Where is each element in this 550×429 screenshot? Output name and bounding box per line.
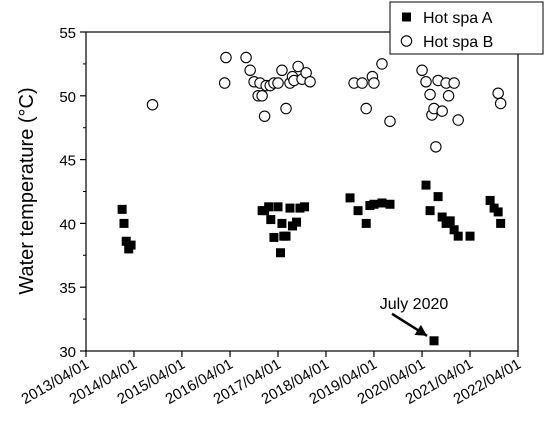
point-hot-spa-a bbox=[264, 202, 274, 212]
point-hot-spa-b bbox=[360, 102, 372, 115]
legend-label: Hot spa A bbox=[423, 10, 493, 27]
point-hot-spa-b bbox=[376, 58, 388, 70]
point-hot-spa-a bbox=[496, 218, 506, 228]
point-hot-spa-b bbox=[356, 77, 368, 89]
point-hot-spa-b bbox=[442, 90, 455, 102]
point-hot-spa-a bbox=[300, 202, 310, 212]
legend-marker-hot-spa-a bbox=[402, 12, 411, 22]
point-hot-spa-a bbox=[285, 203, 295, 213]
point-hot-spa-a bbox=[449, 225, 459, 235]
x-axis: 2013/04/012014/04/012015/04/012016/04/01… bbox=[18, 351, 524, 408]
point-hot-spa-a bbox=[421, 180, 431, 190]
point-hot-spa-a bbox=[437, 212, 447, 222]
legend-label: Hot spa B bbox=[423, 34, 493, 51]
point-hot-spa-a bbox=[295, 203, 305, 213]
annotation-label: July 2020 bbox=[380, 296, 449, 313]
point-hot-spa-a bbox=[493, 207, 503, 217]
y-tick-label: 40 bbox=[59, 216, 76, 233]
point-hot-spa-b bbox=[368, 77, 380, 89]
y-tick-label: 50 bbox=[59, 89, 76, 106]
point-hot-spa-b bbox=[276, 64, 288, 77]
point-hot-spa-a bbox=[485, 195, 495, 205]
point-hot-spa-a bbox=[126, 240, 136, 250]
point-hot-spa-b bbox=[448, 77, 460, 89]
point-hot-spa-a bbox=[269, 232, 279, 242]
point-hot-spa-b bbox=[436, 105, 448, 117]
point-hot-spa-a bbox=[465, 231, 475, 241]
point-hot-spa-b bbox=[384, 115, 396, 128]
point-hot-spa-b bbox=[218, 77, 231, 89]
point-hot-spa-b bbox=[304, 76, 316, 88]
point-hot-spa-a bbox=[276, 248, 286, 258]
legend: Hot spa A Hot spa B bbox=[389, 1, 544, 55]
point-hot-spa-b bbox=[424, 88, 436, 101]
annotation: July 2020 bbox=[380, 296, 449, 337]
point-hot-spa-a bbox=[273, 202, 283, 212]
point-hot-spa-b bbox=[452, 114, 464, 126]
y-tick-label: 30 bbox=[59, 344, 76, 361]
point-hot-spa-a bbox=[385, 199, 395, 209]
point-hot-spa-a bbox=[377, 198, 387, 208]
legend-box bbox=[389, 1, 544, 55]
point-hot-spa-b bbox=[494, 97, 507, 110]
point-hot-spa-a bbox=[121, 236, 131, 246]
point-hot-spa-a bbox=[425, 206, 435, 216]
point-hot-spa-a bbox=[266, 215, 276, 225]
point-hot-spa-b bbox=[280, 102, 292, 115]
annotation-arrow-head bbox=[414, 324, 428, 336]
point-hot-spa-a bbox=[277, 218, 287, 228]
point-hot-spa-a bbox=[345, 193, 355, 203]
legend-marker-hot-spa-b bbox=[400, 35, 413, 47]
y-tick-label: 55 bbox=[59, 25, 76, 42]
point-hot-spa-a bbox=[453, 231, 463, 241]
point-hot-spa-b bbox=[430, 141, 442, 153]
point-hot-spa-b bbox=[272, 77, 284, 89]
point-hot-spa-a bbox=[292, 217, 302, 227]
point-hot-spa-b bbox=[292, 60, 304, 73]
point-hot-spa-b bbox=[244, 64, 256, 77]
y-axis-title: Water temperature (°C) bbox=[16, 87, 38, 294]
point-hot-spa-b bbox=[416, 64, 428, 77]
point-hot-spa-b bbox=[492, 87, 504, 99]
point-hot-spa-a bbox=[281, 231, 291, 241]
point-hot-spa-a bbox=[117, 204, 127, 214]
point-hot-spa-b bbox=[146, 98, 159, 111]
point-hot-spa-a bbox=[119, 218, 129, 228]
y-tick-label: 45 bbox=[59, 153, 76, 170]
point-hot-spa-a bbox=[361, 218, 371, 228]
y-tick-label: 35 bbox=[59, 280, 76, 297]
point-hot-spa-a bbox=[353, 206, 363, 216]
point-hot-spa-b bbox=[258, 110, 271, 122]
point-hot-spa-b bbox=[256, 90, 268, 102]
point-hot-spa-a bbox=[445, 216, 455, 226]
point-hot-spa-b bbox=[420, 76, 432, 88]
point-hot-spa-a bbox=[433, 192, 443, 202]
point-hot-spa-a bbox=[429, 336, 439, 346]
y-axis: 30 35 40 45 50 55 bbox=[59, 25, 86, 361]
data-points bbox=[117, 51, 507, 346]
point-hot-spa-a bbox=[369, 199, 379, 209]
point-hot-spa-b bbox=[240, 51, 252, 64]
point-hot-spa-b bbox=[220, 51, 232, 64]
